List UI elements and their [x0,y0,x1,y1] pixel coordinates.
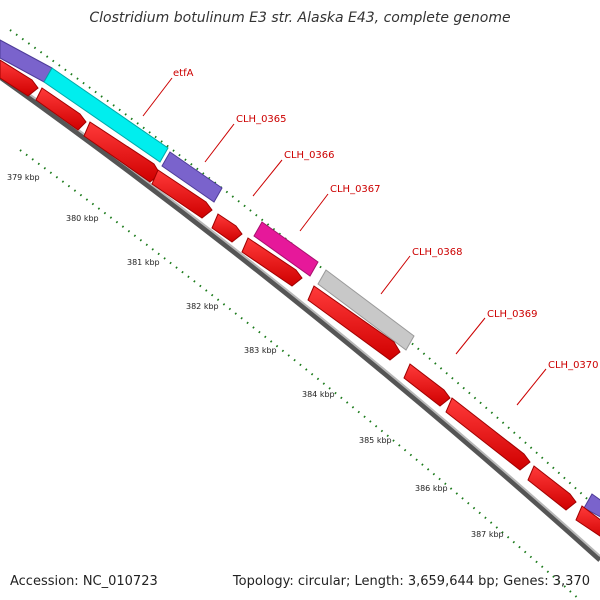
tick-label: 387 kbp [471,530,504,539]
gene-label: CLH_0367 [330,184,381,195]
cds-arrow [0,59,39,97]
callout-line [455,317,486,355]
tick-label: 385 kbp [359,436,392,445]
map-title: Clostridium botulinum E3 str. Alaska E43… [89,10,511,26]
cds-arrow [527,465,577,511]
feature-ring [0,39,600,518]
cds-arrow [211,213,243,243]
callout-line [516,368,547,406]
callout-line [204,123,235,163]
cds-arrow [575,505,600,537]
cds-arrow [307,285,401,361]
cds-ring [0,59,600,537]
feature-gray [317,269,415,351]
feature-cyan [43,67,169,163]
gene-label: CLH_0368 [412,247,463,258]
cds-arrow [151,169,213,219]
tick-label: 379 kbp [7,173,40,182]
callout-line [252,159,283,197]
gene-label: CLH_0369 [487,309,538,320]
inner-tick-ring [19,149,581,600]
gene-labels: etfA CLH_0365 CLH_0366 CLH_0367 CLH_0368… [173,68,599,371]
gene-callouts [142,77,547,406]
tick-label: 383 kbp [244,346,277,355]
callout-line [142,77,173,117]
genome-info-text: Topology: circular; Length: 3,659,644 bp… [232,574,590,589]
tick-labels: 379 kbp 380 kbp 381 kbp 382 kbp 383 kbp … [7,173,504,539]
callout-line [380,255,411,295]
gene-label: CLH_0365 [236,114,287,125]
cds-arrow [241,237,303,287]
feature-purple [583,493,600,518]
cds-arrow [445,397,531,471]
gene-label: CLH_0370 [548,360,599,371]
callout-line [299,193,329,232]
tick-label: 386 kbp [415,484,448,493]
cds-arrow [403,363,451,407]
gene-label: etfA [173,68,194,79]
tick-label: 380 kbp [66,214,99,223]
cds-arrow [35,87,87,131]
feature-magenta [253,221,319,277]
tick-label: 381 kbp [127,258,160,267]
tick-label: 382 kbp [186,302,219,311]
tick-label: 384 kbp [302,390,335,399]
feature-purple [161,151,223,203]
gene-label: CLH_0366 [284,150,335,161]
accession-text: Accession: NC_010723 [10,574,158,589]
